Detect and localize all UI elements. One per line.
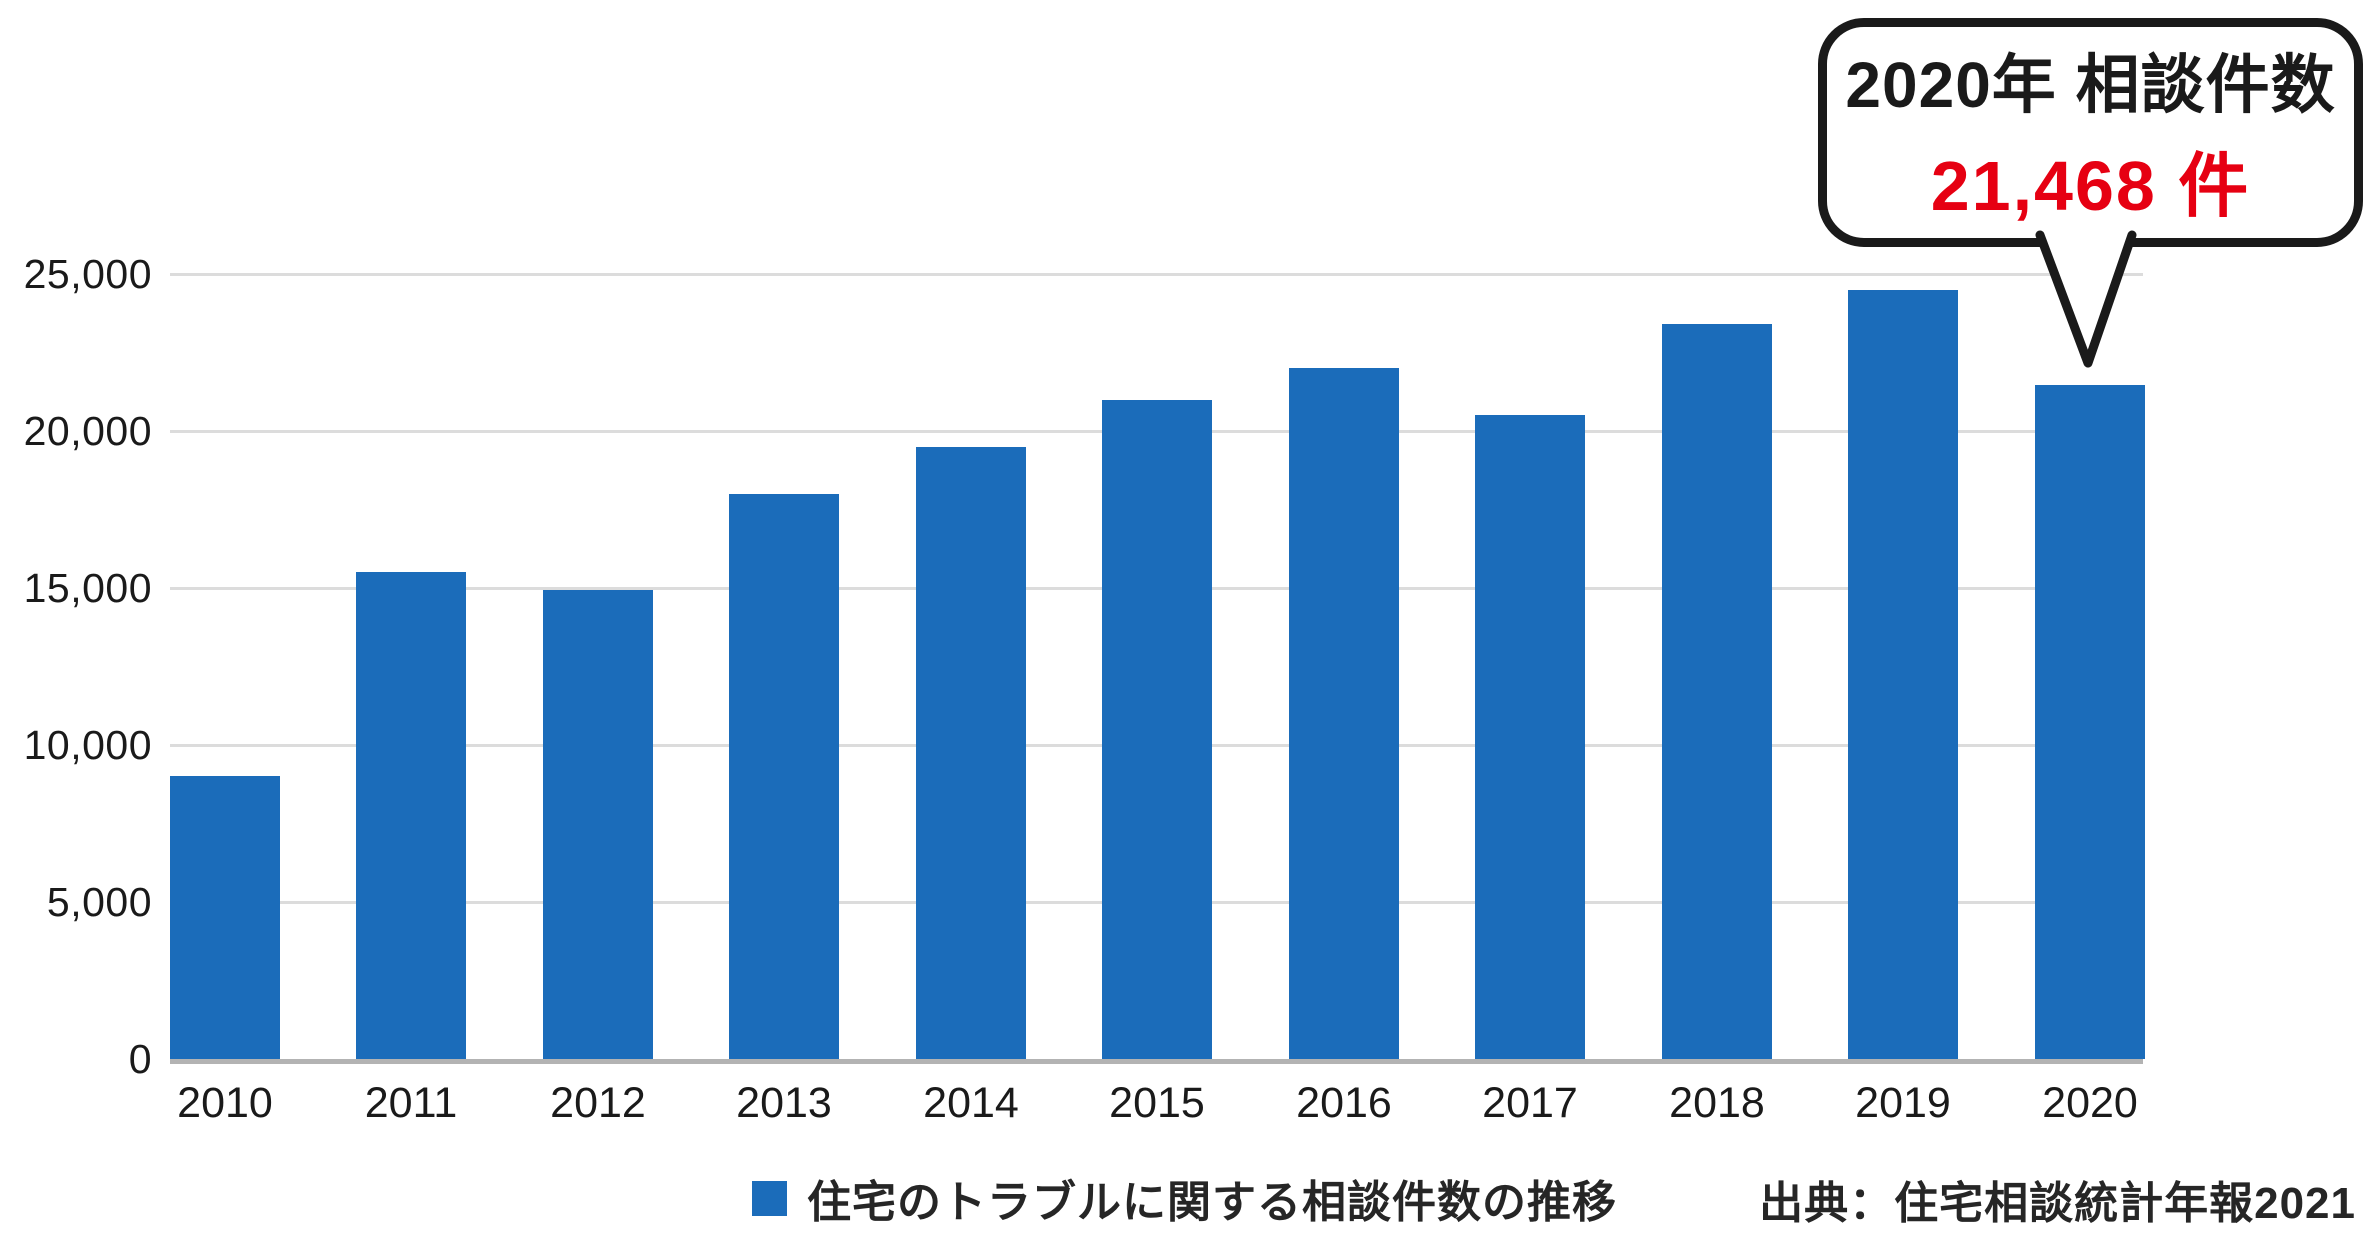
x-axis-line — [170, 1059, 2143, 1064]
x-axis-label-2014: 2014 — [923, 1079, 1019, 1127]
bar-2018 — [1662, 324, 1772, 1059]
y-axis-label-20000: 20,000 — [23, 408, 152, 454]
x-axis-label-2019: 2019 — [1855, 1079, 1951, 1127]
y-axis-label-10000: 10,000 — [23, 722, 152, 768]
bar-2010 — [170, 776, 280, 1059]
bar-2020 — [2035, 385, 2145, 1059]
legend: 住宅のトラブルに関する相談件数の推移 — [752, 1172, 1617, 1227]
x-axis-label-2015: 2015 — [1109, 1079, 1205, 1127]
bar-2016 — [1289, 368, 1399, 1059]
bar-2017 — [1475, 415, 1585, 1059]
y-axis-label-25000: 25,000 — [23, 251, 152, 297]
callout-title: 2020年 相談件数 — [1845, 49, 2336, 121]
source-citation: 出典：住宅相談統計年報2021 — [1759, 1179, 2356, 1228]
callout-tail-pointer — [2035, 230, 2137, 368]
y-axis-label-5000: 5,000 — [46, 879, 152, 925]
y-axis-label-0: 0 — [128, 1036, 152, 1082]
x-axis-label-2017: 2017 — [1482, 1079, 1578, 1127]
x-axis-label-2016: 2016 — [1296, 1079, 1392, 1127]
legend-swatch-icon — [752, 1180, 787, 1216]
legend-label: 住宅のトラブルに関する相談件数の推移 — [807, 1178, 1617, 1227]
bar-2014 — [916, 447, 1026, 1059]
bar-2015 — [1102, 400, 1212, 1059]
bar-2013 — [729, 494, 839, 1059]
bar-2019 — [1848, 290, 1958, 1059]
x-axis-label-2018: 2018 — [1669, 1079, 1765, 1127]
x-axis-label-2010: 2010 — [177, 1079, 273, 1127]
bar-2011 — [356, 572, 466, 1059]
bar-2012 — [543, 590, 653, 1059]
gridline-25000 — [170, 273, 2143, 276]
callout-value: 21,468 件 — [1930, 147, 2251, 225]
y-axis-label-15000: 15,000 — [23, 565, 152, 611]
x-axis-label-2020: 2020 — [2042, 1079, 2138, 1127]
x-axis-label-2011: 2011 — [364, 1079, 458, 1127]
x-axis-label-2013: 2013 — [736, 1079, 832, 1127]
callout-bubble: 2020年 相談件数 21,468 件 — [1818, 18, 2363, 247]
x-axis-label-2012: 2012 — [550, 1079, 646, 1127]
